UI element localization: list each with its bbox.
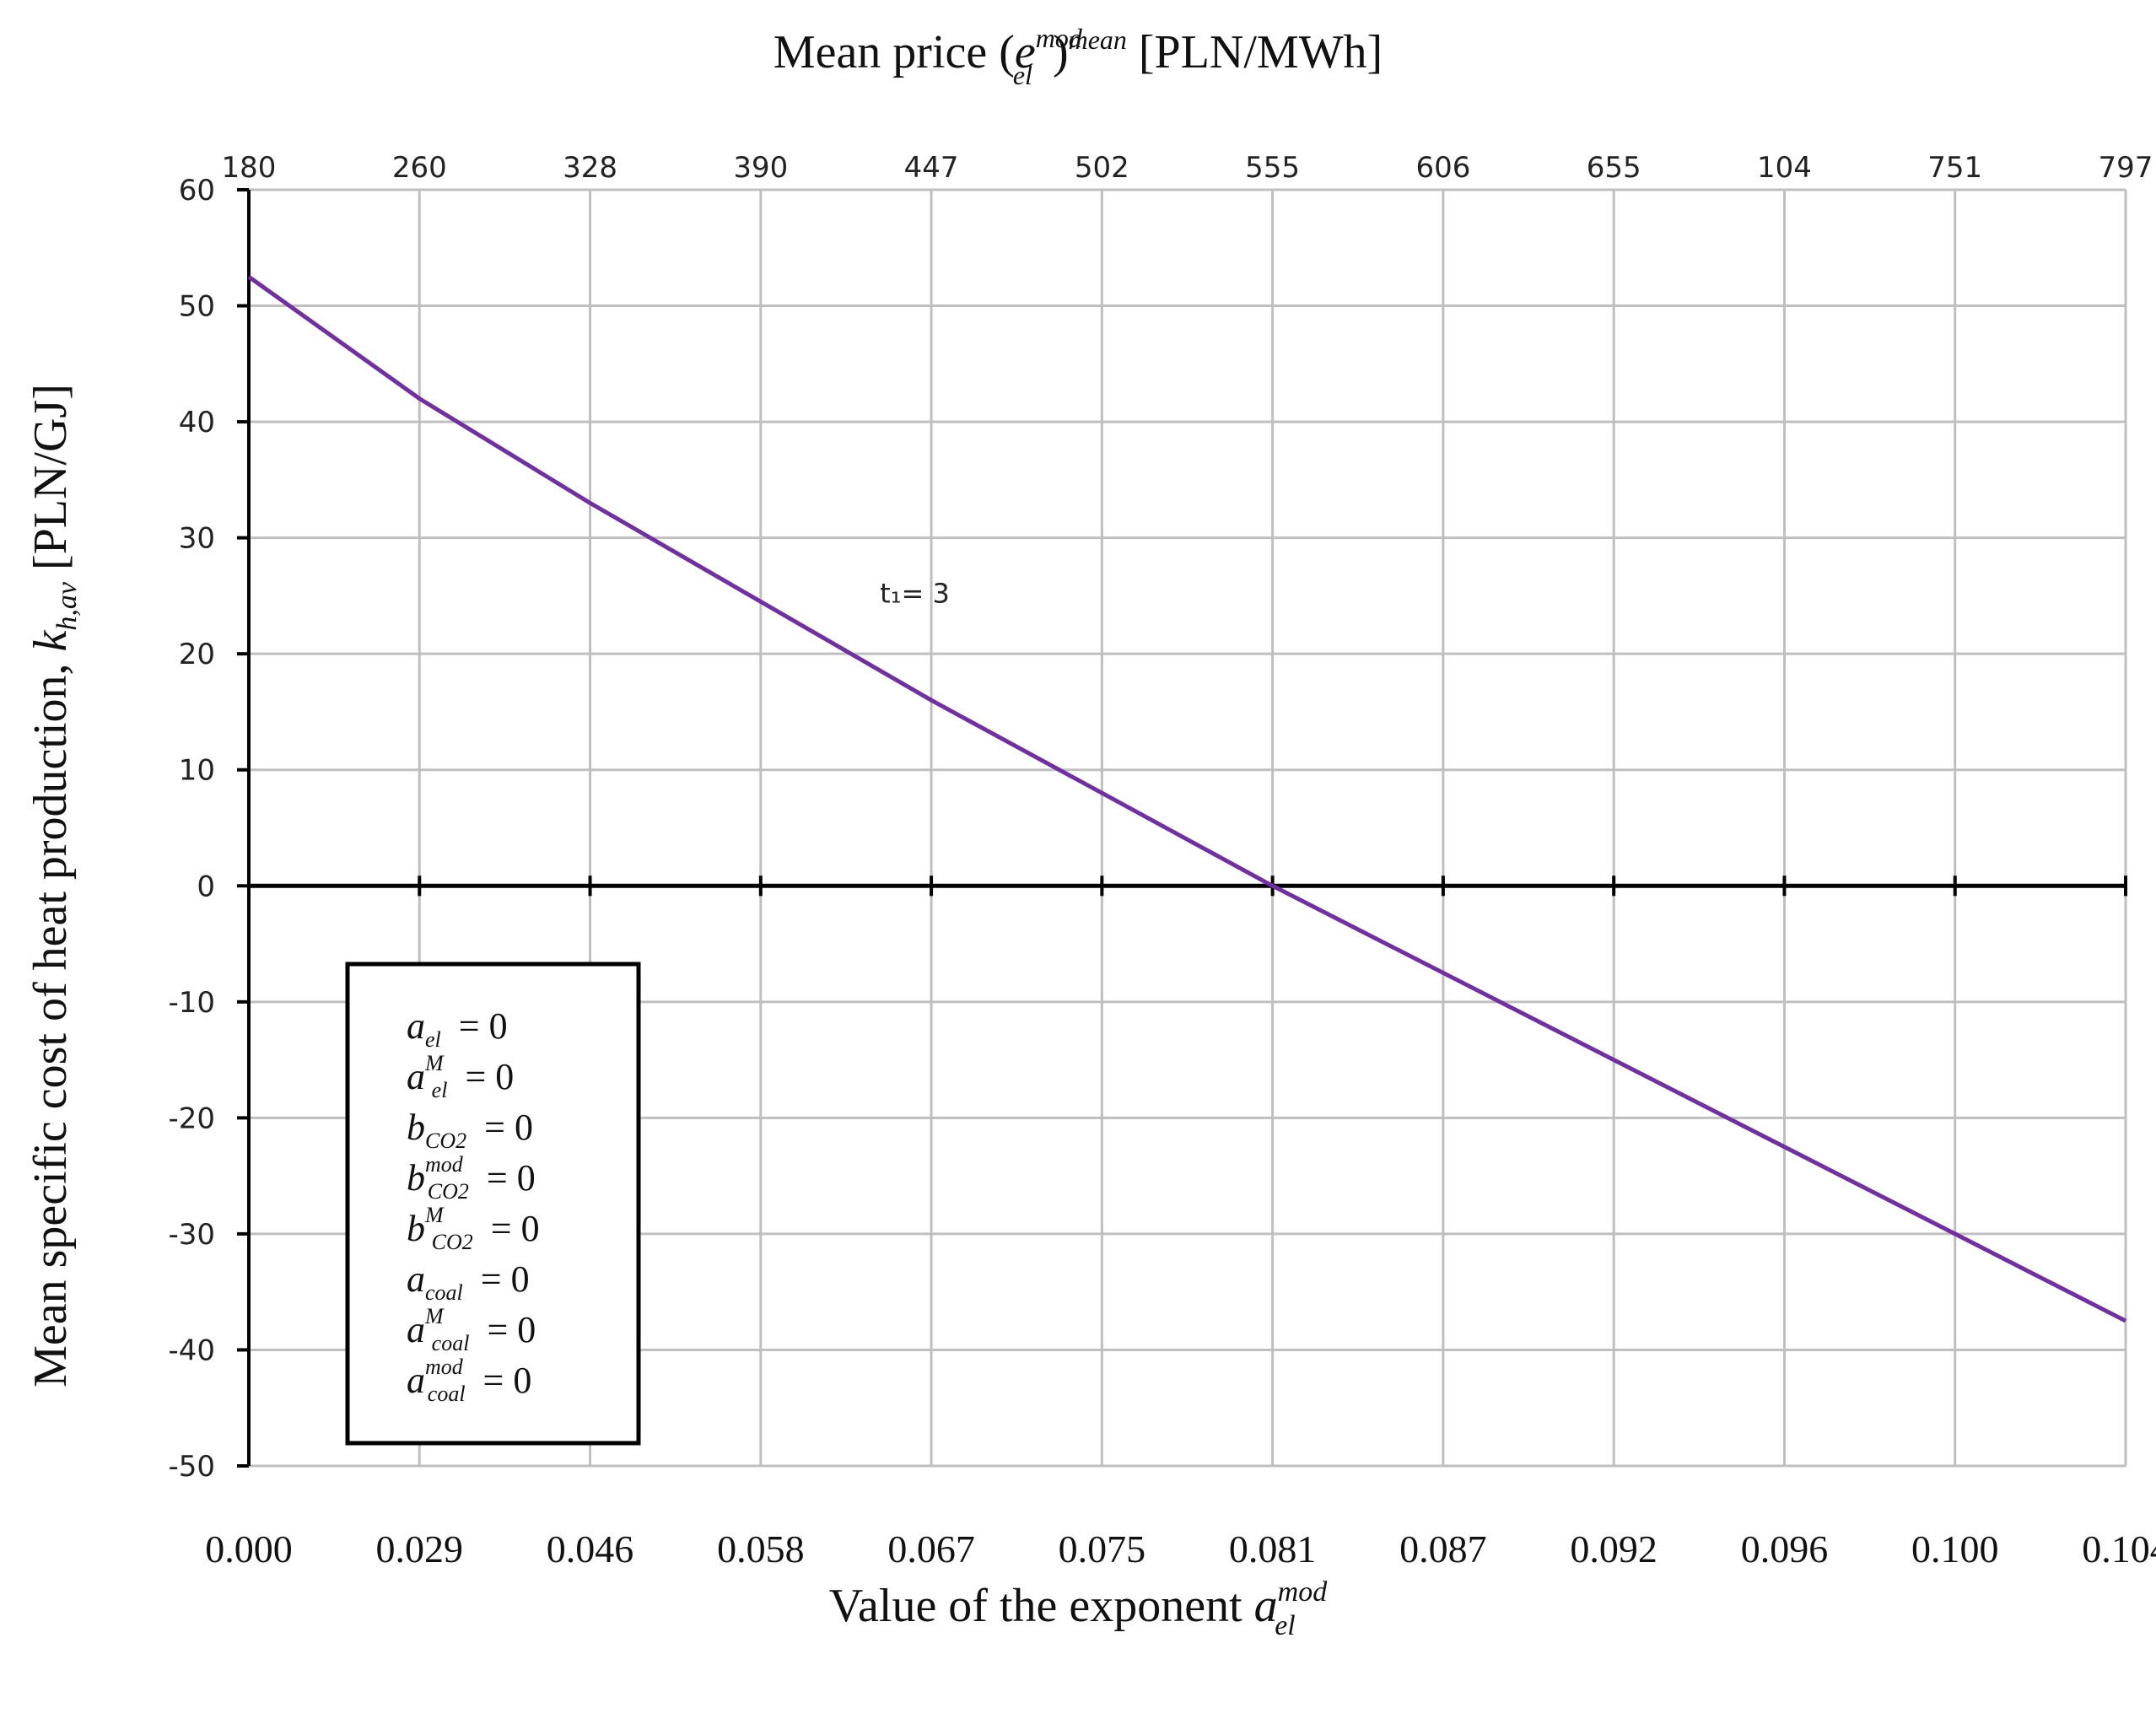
y-tick-label: 40 xyxy=(179,406,215,439)
top-tick-label: 655 xyxy=(1587,151,1641,185)
bottom-tick-label: 0.092 xyxy=(1570,1527,1657,1570)
legend-entry: bM CO2 = 0 xyxy=(407,1203,540,1254)
tick-labels: 60 50 40 30 20 10 0 -10 -20 -30 -40 -50 180 260 328 390… xyxy=(168,151,2156,1570)
top-tick-label: 260 xyxy=(392,151,447,185)
bottom-tick-label: 0.046 xyxy=(547,1527,634,1570)
legend-entry: aM coal = 0 xyxy=(407,1304,536,1355)
legend-entry: acoal = 0 xyxy=(407,1258,530,1305)
y-axis-title: Mean specific cost of heat production, k… xyxy=(24,384,83,1387)
legend-entry: amod coal = 0 xyxy=(407,1355,531,1406)
bottom-tick-label: 0.087 xyxy=(1399,1527,1487,1570)
top-tick-label: 502 xyxy=(1075,151,1129,185)
legend-entry: ael = 0 xyxy=(407,1005,508,1052)
series-annotation: t₁= 3 xyxy=(880,577,950,609)
top-tick-label: 606 xyxy=(1415,151,1470,185)
y-tick-label: 30 xyxy=(179,522,215,556)
top-tick-label: 447 xyxy=(904,151,959,185)
bottom-tick-label: 0.104 xyxy=(2082,1527,2156,1570)
bottom-tick-label: 0.096 xyxy=(1741,1527,1829,1570)
bottom-tick-label: 0.081 xyxy=(1229,1527,1317,1570)
legend-entry: bmod CO2 = 0 xyxy=(407,1152,536,1204)
series-line xyxy=(247,275,2127,1323)
top-tick-label: 555 xyxy=(1245,151,1300,185)
top-tick-label: 390 xyxy=(733,151,788,185)
legend-entry: aM el = 0 xyxy=(407,1051,514,1102)
bottom-axis-title: Value of the exponent amod el xyxy=(829,1576,1328,1641)
top-tick-label: 104 xyxy=(1757,151,1812,185)
bottom-tick-label: 0.100 xyxy=(1911,1527,1999,1570)
y-tick-label: 20 xyxy=(179,638,215,671)
top-tick-label: 180 xyxy=(222,151,277,185)
y-tick-label: -50 xyxy=(168,1450,215,1484)
y-tick-label: -30 xyxy=(168,1218,215,1252)
top-tick-label: 328 xyxy=(563,151,617,185)
bottom-tick-label: 0.075 xyxy=(1059,1527,1146,1570)
axes xyxy=(237,188,2127,1468)
top-tick-label: 751 xyxy=(1927,151,1982,185)
y-tick-label: 0 xyxy=(197,870,215,903)
y-tick-label: -20 xyxy=(168,1102,215,1135)
bottom-tick-label: 0.058 xyxy=(717,1527,805,1570)
y-tick-label: -40 xyxy=(168,1333,215,1367)
bottom-tick-label: 0.067 xyxy=(887,1527,975,1570)
legend-entry: bCO2 = 0 xyxy=(407,1107,533,1153)
top-tick-label: 797 xyxy=(2099,151,2153,185)
top-axis-title: Mean price (emod el)mean [PLN/MWh] xyxy=(773,23,1383,90)
bottom-tick-label: 0.000 xyxy=(205,1527,293,1570)
y-tick-label: 60 xyxy=(179,174,215,207)
legend-box xyxy=(345,962,641,1446)
bottom-tick-label: 0.029 xyxy=(376,1527,464,1570)
series-layer xyxy=(247,275,2127,1323)
y-tick-label: 50 xyxy=(179,290,215,324)
y-tick-label: 10 xyxy=(179,754,215,788)
y-tick-label: -10 xyxy=(168,986,215,1020)
